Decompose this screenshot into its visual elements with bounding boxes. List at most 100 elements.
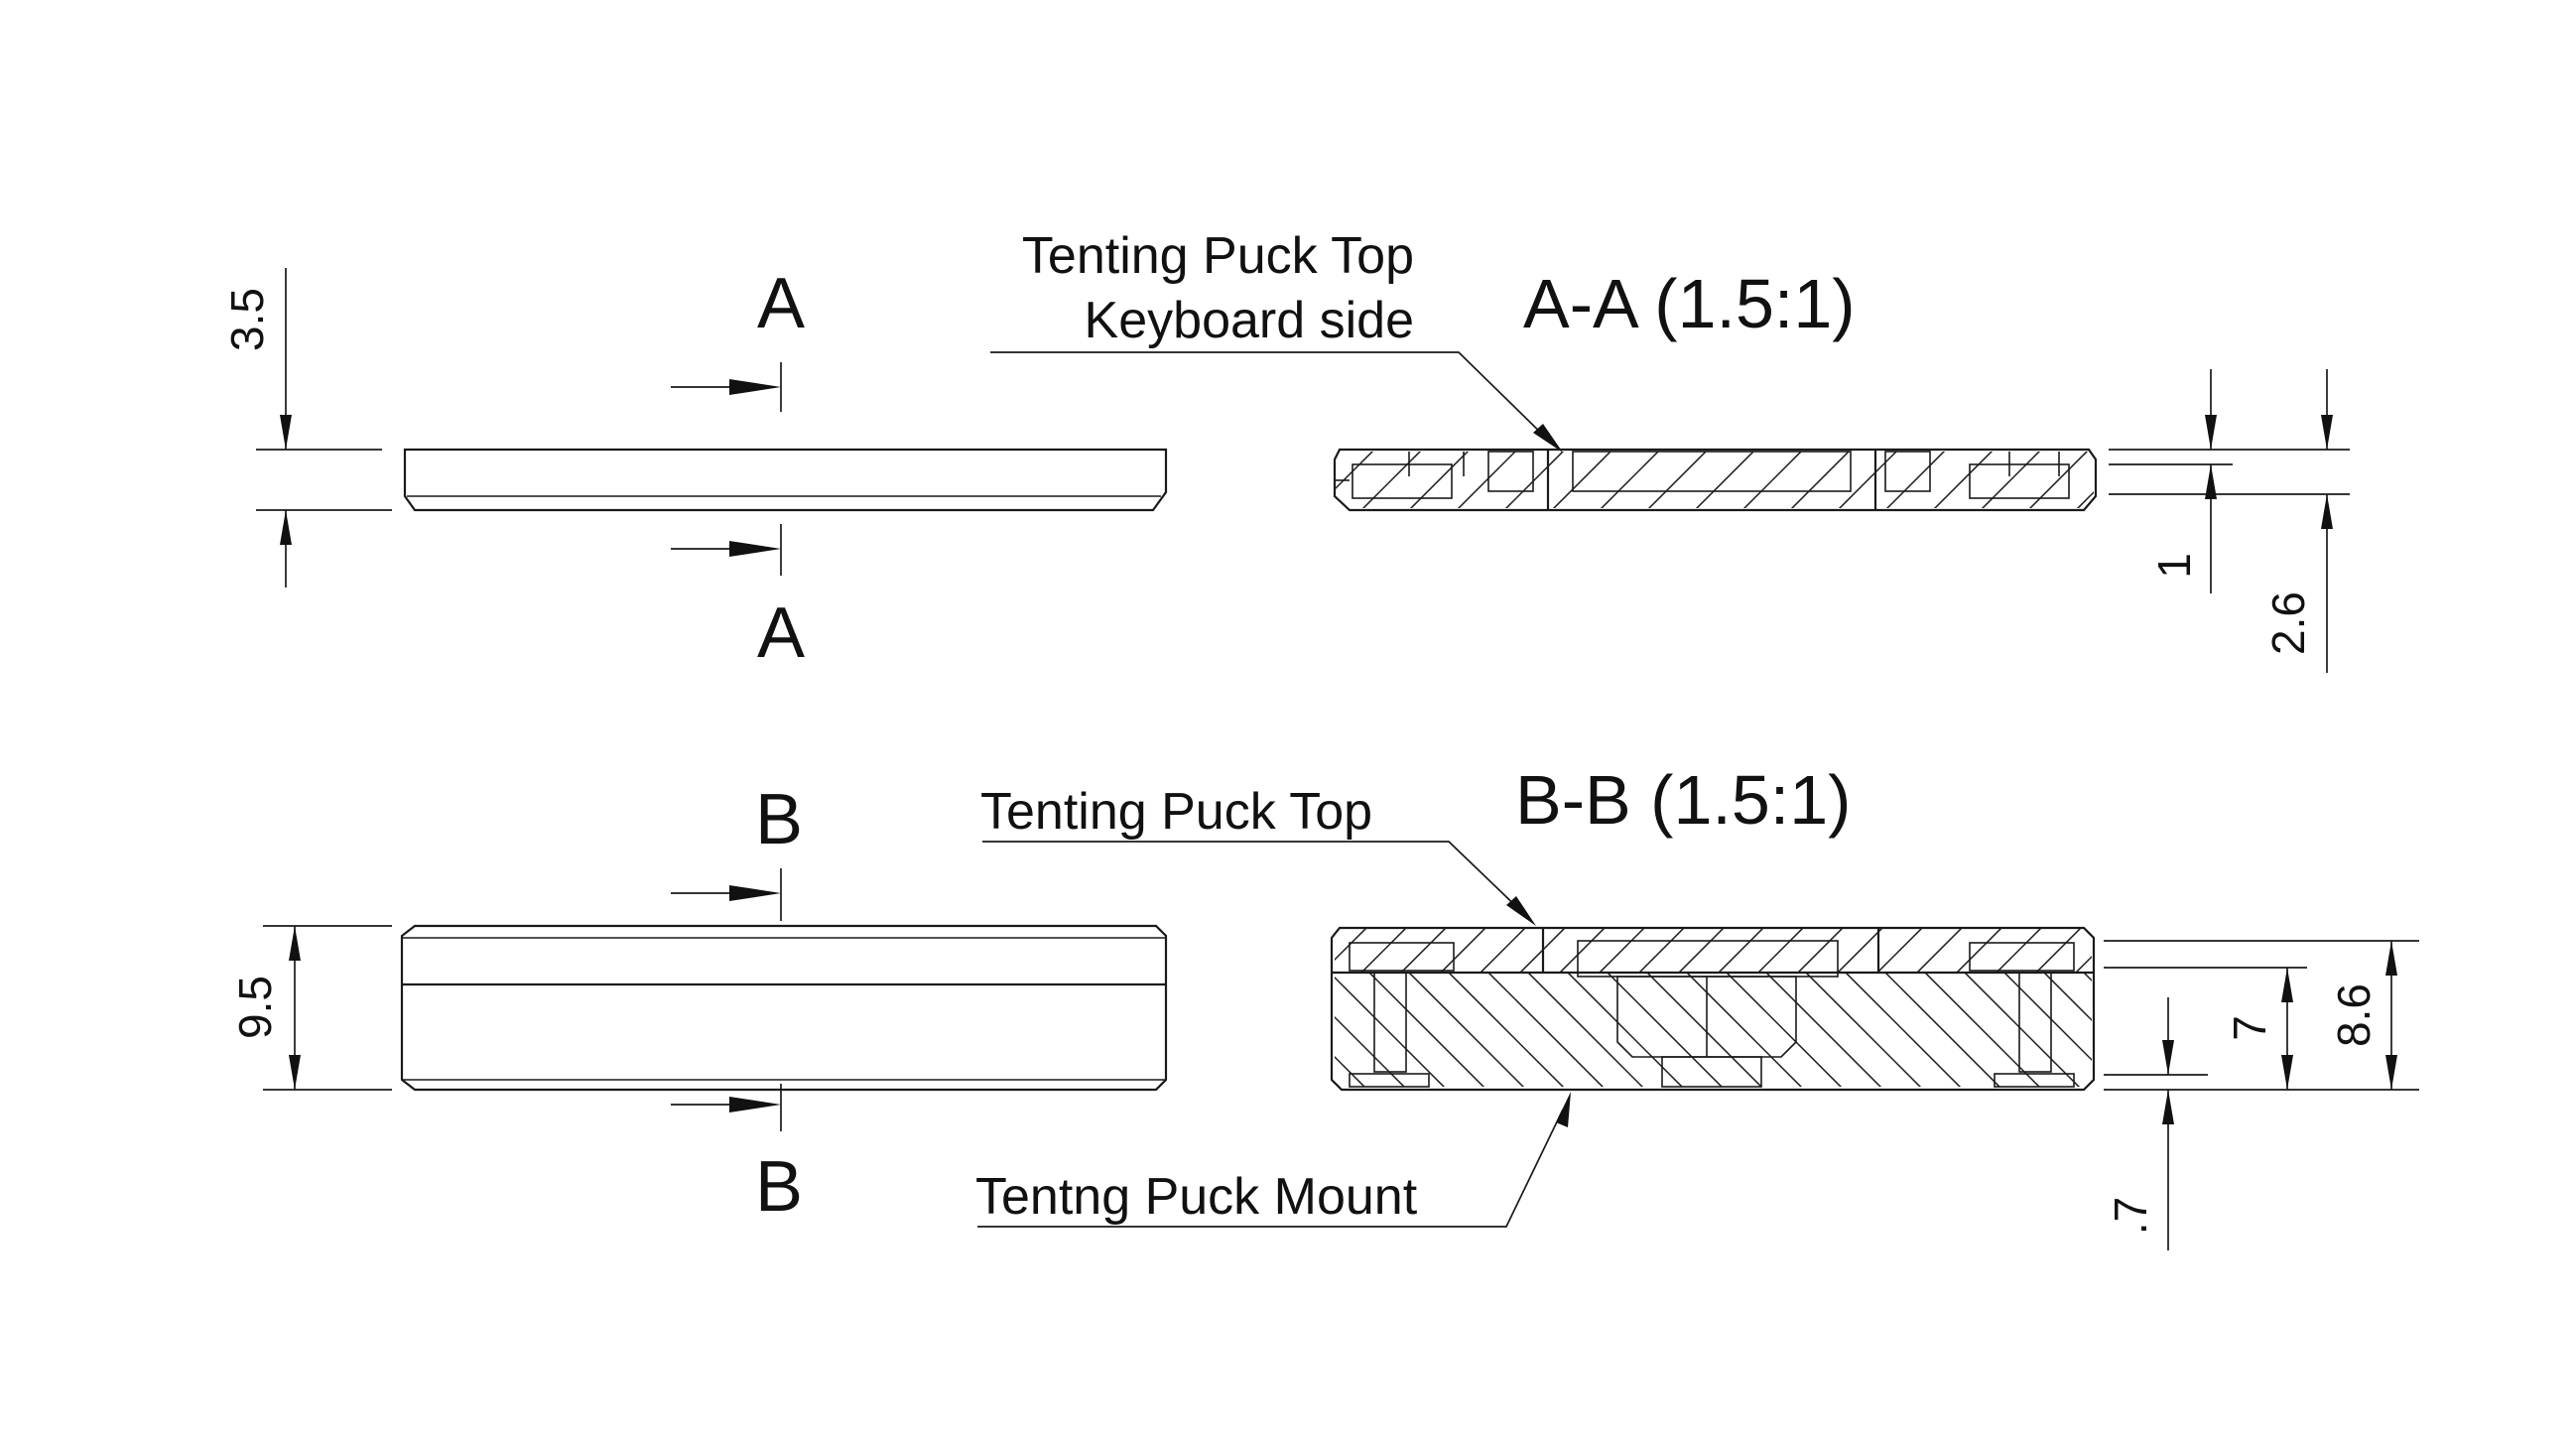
hatch-line bbox=[1366, 973, 1489, 1087]
hatch-line bbox=[1931, 452, 1997, 508]
hatch-line bbox=[1724, 973, 1847, 1087]
hatch-line bbox=[1485, 973, 1609, 1087]
hatch-line bbox=[1914, 928, 1966, 973]
section-arrow-head bbox=[729, 379, 781, 395]
hatch-line bbox=[1358, 928, 1410, 973]
section-b-top-hatch bbox=[1280, 925, 2092, 975]
dimension-b-7: 7 bbox=[2224, 1015, 2275, 1041]
hatch-line bbox=[1280, 925, 1330, 975]
callout-a-line1: Tenting Puck Top bbox=[1022, 227, 1414, 285]
hatch-line bbox=[1645, 452, 1712, 508]
callout-b-top-arrow bbox=[1506, 896, 1536, 926]
section-b-outline bbox=[1330, 926, 2096, 1092]
hatch-line bbox=[1525, 973, 1648, 1087]
callout-b-top: Tenting Puck Top bbox=[980, 783, 1372, 841]
hatch-line bbox=[1979, 452, 2045, 508]
section-arrow-head bbox=[729, 541, 781, 557]
hatch-line bbox=[1478, 928, 1529, 973]
left-view-b: 9.5 B B bbox=[229, 780, 1168, 1227]
hatch-line bbox=[1882, 973, 2005, 1087]
hatch-line bbox=[1763, 973, 1886, 1087]
hatch-line bbox=[1406, 973, 1529, 1087]
arrow-head bbox=[2205, 415, 2217, 450]
hatch-line bbox=[1994, 928, 2045, 973]
hatch-line bbox=[1557, 928, 1609, 973]
hatch-line bbox=[1335, 973, 1450, 1087]
section-label-b-bottom: B bbox=[755, 1147, 803, 1227]
section-a-hatch bbox=[1265, 447, 2187, 511]
callout-a-line2: Keyboard side bbox=[1085, 292, 1414, 349]
hatch-line bbox=[2081, 973, 2092, 1087]
arrow-head bbox=[289, 1055, 301, 1090]
dimension-b-07: .7 bbox=[2105, 1197, 2156, 1235]
hatch-line bbox=[1209, 971, 1330, 1092]
section-a-cavities bbox=[1352, 451, 2070, 499]
hatch-line bbox=[1874, 928, 1926, 973]
puck-side-outline-b bbox=[400, 924, 1168, 1092]
hatch-line bbox=[1954, 928, 2005, 973]
section-view-a: A-A (1.5:1) Tenting Puck Top Keyboard si… bbox=[990, 227, 2350, 673]
dimension-b-86: 8.6 bbox=[2328, 983, 2380, 1047]
section-label-a-top: A bbox=[757, 264, 805, 343]
hatch-line bbox=[1883, 452, 1950, 508]
arrow-head bbox=[2162, 1090, 2174, 1124]
hatch-line bbox=[1835, 928, 1886, 973]
hatch-line bbox=[1716, 928, 1767, 973]
dimension-a-1: 1 bbox=[2148, 553, 2200, 579]
arrow-head bbox=[2162, 1040, 2174, 1075]
hatch-line bbox=[2001, 973, 2092, 1087]
section-a-title: A-A (1.5:1) bbox=[1523, 265, 1856, 342]
hatch-line bbox=[1836, 452, 1902, 508]
arrow-head bbox=[280, 510, 292, 545]
hatch-line bbox=[1755, 928, 1807, 973]
hatch-line bbox=[1550, 452, 1616, 508]
hatch-line bbox=[2041, 973, 2092, 1087]
hatch-line bbox=[1644, 973, 1767, 1087]
hatch-line bbox=[1676, 928, 1728, 973]
section-b-cavities bbox=[1349, 940, 2075, 1088]
hatch-line bbox=[1598, 452, 1664, 508]
hatch-line bbox=[2026, 452, 2093, 508]
arrow-head bbox=[2321, 494, 2333, 529]
section-arrow-head bbox=[729, 1097, 781, 1112]
hatch-line bbox=[1636, 928, 1688, 973]
callout-b-bottom: Tentng Puck Mount bbox=[975, 1168, 1418, 1226]
hatch-line bbox=[2074, 452, 2094, 508]
left-view-a: 3.5 A A bbox=[221, 264, 1168, 673]
dimension-height-a: 3.5 bbox=[221, 288, 273, 351]
hatch-line bbox=[2123, 447, 2187, 511]
arrow-head bbox=[2281, 1055, 2293, 1090]
section-a-outline bbox=[1333, 448, 2098, 512]
section-arrow-head bbox=[729, 885, 781, 901]
hatch-line bbox=[1407, 452, 1474, 508]
dimension-a-26: 2.6 bbox=[2262, 591, 2314, 655]
arrow-head bbox=[280, 415, 292, 450]
dimension-height-b: 9.5 bbox=[229, 976, 281, 1039]
section-b-title: B-B (1.5:1) bbox=[1515, 761, 1851, 839]
hatch-line bbox=[1962, 973, 2085, 1087]
hatch-line bbox=[1335, 452, 1378, 508]
hatch-line bbox=[1502, 452, 1569, 508]
hatch-line bbox=[1597, 928, 1648, 973]
hatch-line bbox=[1843, 973, 1966, 1087]
hatch-line bbox=[1740, 452, 1807, 508]
hatch-line bbox=[2073, 928, 2092, 973]
hatch-line bbox=[1398, 928, 1450, 973]
arrow-head bbox=[2385, 1055, 2397, 1090]
hatch-line bbox=[1438, 928, 1489, 973]
arrow-head bbox=[2281, 968, 2293, 1002]
hatch-line bbox=[2033, 928, 2085, 973]
callout-a-leader bbox=[990, 351, 1554, 446]
section-label-a-bottom: A bbox=[757, 593, 805, 673]
hatch-line bbox=[1803, 973, 1926, 1087]
hatch-line bbox=[1788, 452, 1855, 508]
hatch-line bbox=[1359, 452, 1426, 508]
hatch-line bbox=[1265, 447, 1330, 511]
arrow-head bbox=[2321, 415, 2333, 450]
hatch-line bbox=[1795, 928, 1847, 973]
hatch-line bbox=[1605, 973, 1728, 1087]
hatch-line bbox=[1446, 973, 1569, 1087]
arrow-head bbox=[289, 926, 301, 961]
callout-a-arrow bbox=[1533, 424, 1563, 453]
